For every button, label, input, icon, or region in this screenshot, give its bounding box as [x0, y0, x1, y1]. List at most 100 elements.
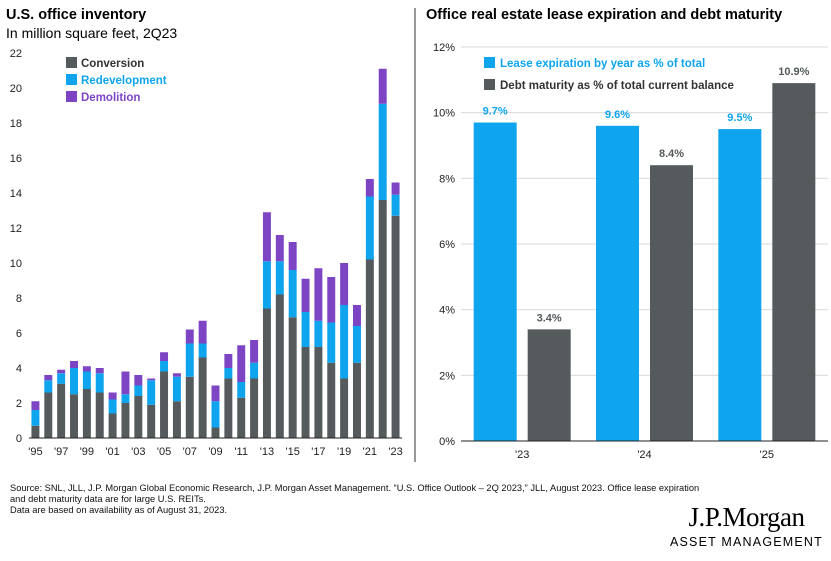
right-y-tick-label: 8%	[439, 173, 455, 185]
bar-debt-25	[772, 83, 816, 442]
left-x-tick-label: '15	[285, 446, 299, 458]
left-y-tick-label: 10	[10, 258, 22, 270]
bar-conversion-17	[314, 347, 323, 438]
footnote-line-2: and debt maturity data are for large U.S…	[10, 494, 206, 505]
data-label-lease-23: 9.7%	[483, 106, 508, 118]
bar-redevelopment-97	[57, 373, 66, 384]
left-y-tick-label: 12	[10, 223, 22, 235]
bar-conversion-97	[57, 383, 66, 438]
bar-redevelopment-04	[147, 380, 156, 405]
bar-conversion-20	[353, 362, 361, 438]
bar-redevelopment-07	[185, 343, 194, 377]
bar-demolition-17	[314, 268, 323, 321]
bar-conversion-19	[340, 378, 349, 438]
left-y-tick-label: 22	[10, 48, 22, 60]
bar-redevelopment-21	[365, 196, 374, 260]
bar-conversion-21	[365, 259, 374, 438]
left-x-tick-label: '09	[208, 446, 222, 458]
bar-redevelopment-00	[95, 373, 104, 393]
bar-redevelopment-05	[160, 361, 169, 372]
left-x-tick-label: '01	[105, 446, 119, 458]
footnote-line-3: Data are based on availability as of Aug…	[10, 505, 228, 516]
bar-demolition-11	[237, 345, 246, 382]
bar-redevelopment-06	[172, 376, 181, 402]
bar-conversion-13	[262, 308, 271, 438]
legend-label-lease: Lease expiration by year as % of total	[500, 58, 705, 70]
charts-canvas: U.S. office inventory In million square …	[6, 7, 828, 462]
bar-conversion-03	[134, 396, 143, 438]
bar-demolition-23	[391, 182, 400, 195]
right-y-tick-label: 10%	[433, 108, 455, 120]
bar-redevelopment-22	[378, 103, 387, 200]
bar-redevelopment-19	[340, 305, 349, 379]
bar-demolition-19	[340, 263, 349, 305]
bar-demolition-00	[95, 368, 104, 374]
left-x-tick-label: '97	[54, 446, 68, 458]
bar-conversion-12	[250, 378, 259, 438]
bar-lease-23	[473, 122, 517, 442]
left-y-tick-label: 0	[16, 433, 22, 445]
bar-demolition-06	[172, 373, 181, 377]
bar-conversion-16	[301, 347, 310, 438]
right-x-axis: '23 '24 '25	[515, 449, 774, 461]
bar-redevelopment-23	[391, 194, 400, 216]
left-x-tick-label: '23	[388, 446, 402, 458]
bar-demolition-08	[198, 320, 207, 344]
bar-demolition-12	[250, 340, 259, 363]
bar-conversion-08	[198, 357, 207, 438]
bar-demolition-98	[70, 361, 78, 368]
left-x-axis: '95 '97 '99 '01 '03 '05 '07 '09 '11 '13 '15 '17 '19 '…	[28, 446, 402, 458]
data-label-debt-24: 8.4%	[659, 148, 684, 160]
bar-redevelopment-14	[275, 261, 284, 295]
bar-conversion-10	[224, 378, 233, 438]
right-bars	[473, 83, 816, 442]
left-x-tick-label: '21	[363, 446, 377, 458]
right-y-tick-label: 12%	[433, 42, 455, 54]
right-y-axis: 0% 2% 4% 6% 8% 10% 12%	[433, 42, 455, 448]
left-x-tick-label: '17	[311, 446, 325, 458]
bar-demolition-21	[365, 179, 374, 197]
bar-demolition-15	[288, 242, 297, 270]
bar-redevelopment-11	[237, 382, 246, 398]
source-footnote: Source: SNL, JLL, J.P. Morgan Global Eco…	[10, 483, 710, 517]
bar-redevelopment-99	[82, 371, 91, 389]
bar-demolition-07	[185, 329, 194, 344]
bar-conversion-98	[70, 394, 78, 438]
legend-swatch-demolition	[66, 91, 77, 102]
bar-demolition-09	[211, 385, 220, 402]
left-x-tick-label: '07	[183, 446, 197, 458]
bar-conversion-23	[391, 215, 400, 438]
left-x-tick-label: '13	[260, 446, 274, 458]
bar-redevelopment-20	[353, 326, 361, 363]
left-x-tick-label: '11	[234, 446, 248, 458]
right-gridlines	[461, 46, 828, 376]
bar-debt-24	[650, 165, 693, 441]
logo-subtitle: ASSET MANAGEMENT	[669, 535, 823, 549]
right-y-tick-label: 6%	[439, 239, 455, 251]
bar-conversion-18	[327, 362, 336, 438]
legend-label-demolition: Demolition	[81, 92, 140, 104]
data-label-lease-25: 9.5%	[727, 112, 752, 124]
bar-redevelopment-95	[31, 410, 40, 426]
bar-demolition-10	[224, 354, 233, 368]
left-y-tick-label: 18	[10, 118, 22, 130]
right-chart-title: Office real estate lease expiration and …	[426, 7, 782, 23]
left-y-tick-label: 20	[10, 83, 22, 95]
bar-lease-24	[596, 125, 639, 442]
bar-redevelopment-01	[108, 399, 117, 414]
bar-demolition-99	[82, 366, 91, 372]
bar-debt-23	[527, 329, 571, 441]
bar-redevelopment-18	[327, 322, 336, 363]
right-x-tick-label: '23	[515, 449, 529, 461]
right-y-tick-label: 4%	[439, 305, 455, 317]
right-y-tick-label: 0%	[439, 436, 455, 448]
left-bars	[31, 68, 400, 438]
right-data-labels: 9.7% 3.4% 9.6% 8.4% 9.5% 10.9%	[483, 66, 810, 324]
bar-conversion-09	[211, 427, 220, 438]
bar-conversion-96	[44, 392, 53, 438]
data-label-debt-25: 10.9%	[778, 66, 809, 78]
data-label-debt-23: 3.4%	[537, 312, 562, 324]
bar-conversion-07	[185, 376, 194, 438]
left-chart-title: U.S. office inventory	[6, 7, 146, 23]
bar-redevelopment-03	[134, 385, 143, 396]
